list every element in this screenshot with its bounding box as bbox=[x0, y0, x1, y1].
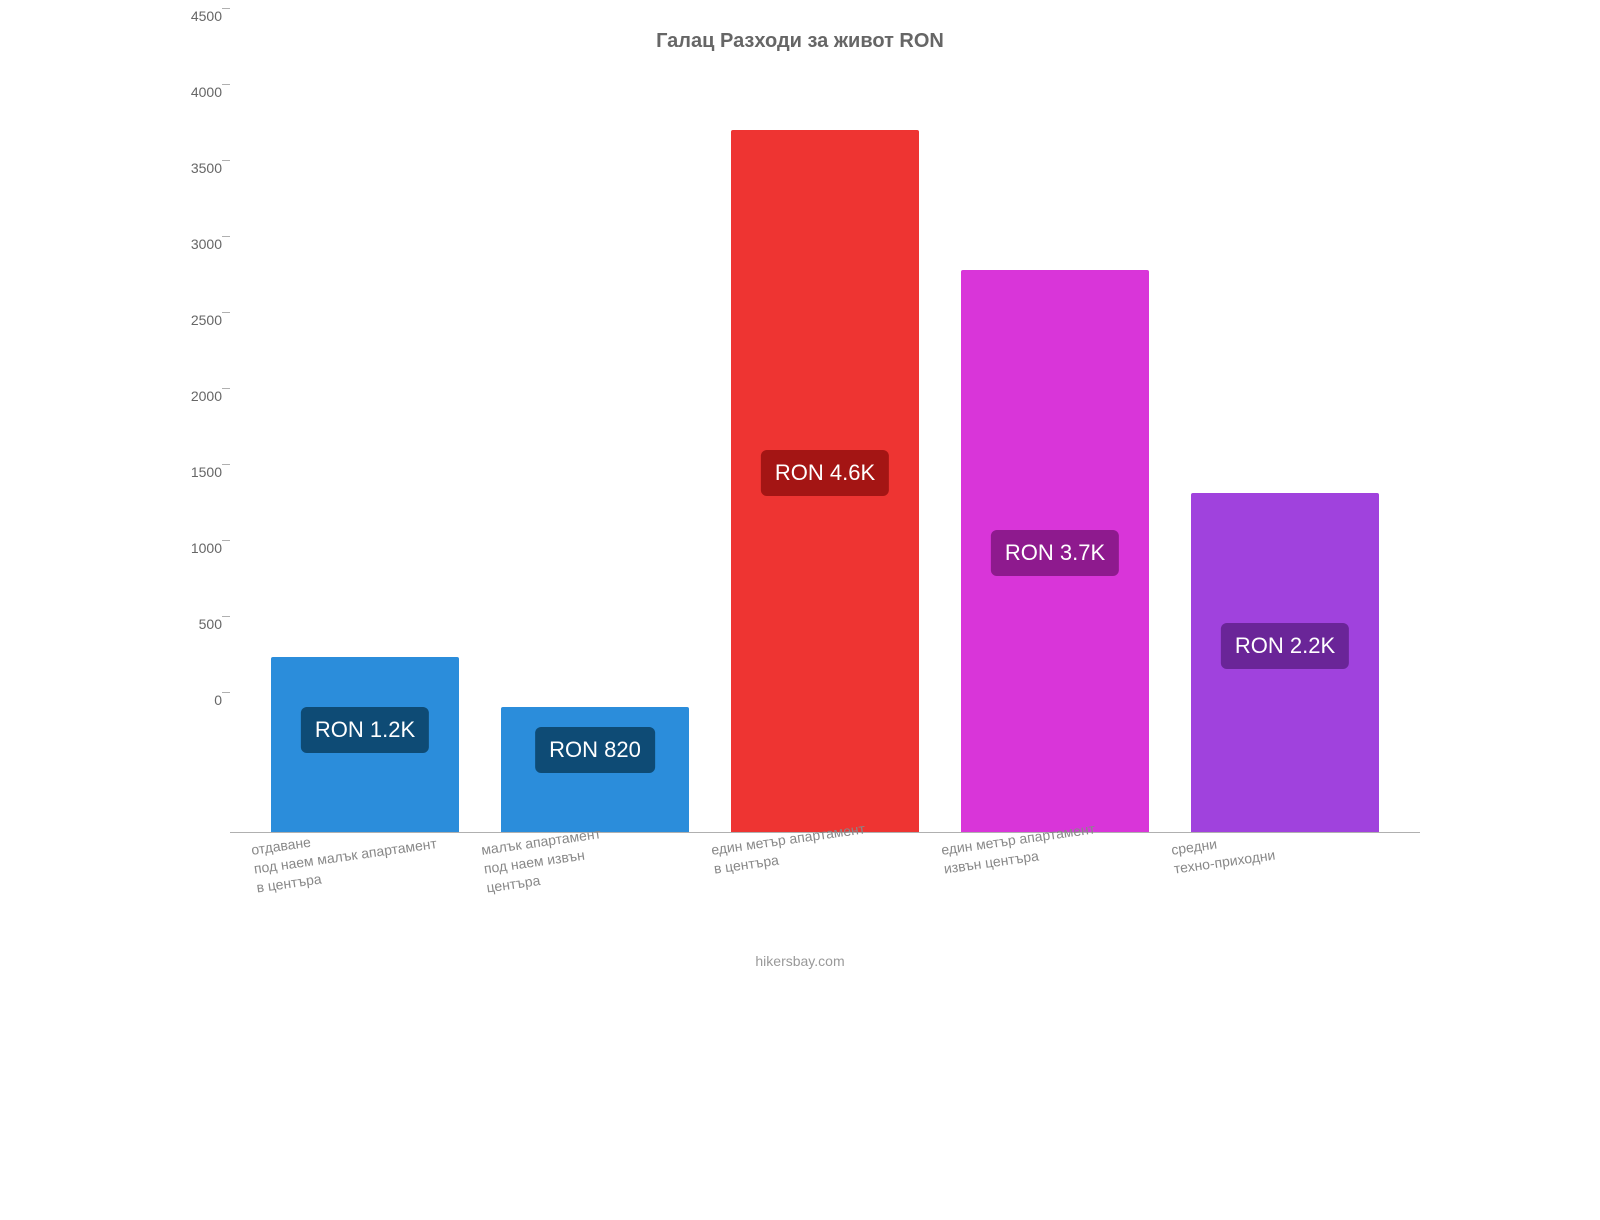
y-tick-label: 3500 bbox=[191, 160, 222, 176]
bar: RON 1.2K bbox=[271, 657, 460, 832]
x-label-slot: един метър апартамент в центъра bbox=[710, 833, 940, 943]
bar-slot: RON 820 bbox=[480, 73, 710, 832]
y-tick-mark bbox=[222, 84, 230, 85]
bars-region: RON 1.2K RON 820 RON 4.6K RON 3.7K RON 2.2K bbox=[230, 73, 1420, 832]
bar-slot: RON 1.2K bbox=[250, 73, 480, 832]
y-tick-label: 1500 bbox=[191, 464, 222, 480]
y-tick-mark bbox=[222, 692, 230, 693]
bar-value-label: RON 820 bbox=[535, 727, 655, 773]
x-axis-label: малък апартамент под наем извън центъра bbox=[480, 824, 607, 897]
bar-slot: RON 4.6K bbox=[710, 73, 940, 832]
y-tick-label: 4500 bbox=[191, 8, 222, 24]
y-tick-label: 500 bbox=[199, 616, 222, 632]
chart-container: Галац Разходи за живот RON 0 500 1000 1500 2… bbox=[160, 20, 1440, 980]
bar: RON 820 bbox=[501, 707, 690, 832]
x-label-slot: един метър апартамент извън центъра bbox=[940, 833, 1170, 943]
y-tick-mark bbox=[222, 236, 230, 237]
y-tick-mark bbox=[222, 540, 230, 541]
bar: RON 3.7K bbox=[961, 270, 1150, 832]
x-label-slot: отдаване под наем малък апартамент в цен… bbox=[250, 833, 480, 943]
bar: RON 4.6K bbox=[731, 130, 920, 832]
y-tick-mark bbox=[222, 8, 230, 9]
y-tick-mark bbox=[222, 616, 230, 617]
plot-area: RON 1.2K RON 820 RON 4.6K RON 3.7K RON 2.2K bbox=[230, 73, 1420, 833]
y-axis: 0500100015002000250030003500400045005000 bbox=[160, 123, 230, 693]
y-tick-mark bbox=[222, 160, 230, 161]
x-axis-label: средни техно-приходни bbox=[1170, 827, 1276, 879]
y-tick-label: 2000 bbox=[191, 388, 222, 404]
y-tick-mark bbox=[222, 388, 230, 389]
y-tick-mark bbox=[222, 312, 230, 313]
y-tick-label: 1000 bbox=[191, 540, 222, 556]
bar-value-label: RON 4.6K bbox=[761, 450, 889, 496]
y-tick-label: 3000 bbox=[191, 236, 222, 252]
y-tick-label: 0 bbox=[214, 692, 222, 708]
chart-title: Галац Разходи за живот RON bbox=[160, 20, 1440, 73]
x-label-slot: средни техно-приходни bbox=[1170, 833, 1400, 943]
bar-value-label: RON 3.7K bbox=[991, 530, 1119, 576]
y-tick-mark bbox=[222, 464, 230, 465]
x-axis-labels: отдаване под наем малък апартамент в цен… bbox=[230, 833, 1420, 943]
attribution: hikersbay.com bbox=[160, 953, 1440, 969]
bar-value-label: RON 1.2K bbox=[301, 707, 429, 753]
x-label-slot: малък апартамент под наем извън центъра bbox=[480, 833, 710, 943]
y-tick-label: 4000 bbox=[191, 84, 222, 100]
y-tick-label: 2500 bbox=[191, 312, 222, 328]
bar: RON 2.2K bbox=[1191, 493, 1380, 832]
bar-slot: RON 2.2K bbox=[1170, 73, 1400, 832]
bar-slot: RON 3.7K bbox=[940, 73, 1170, 832]
bar-value-label: RON 2.2K bbox=[1221, 623, 1349, 669]
